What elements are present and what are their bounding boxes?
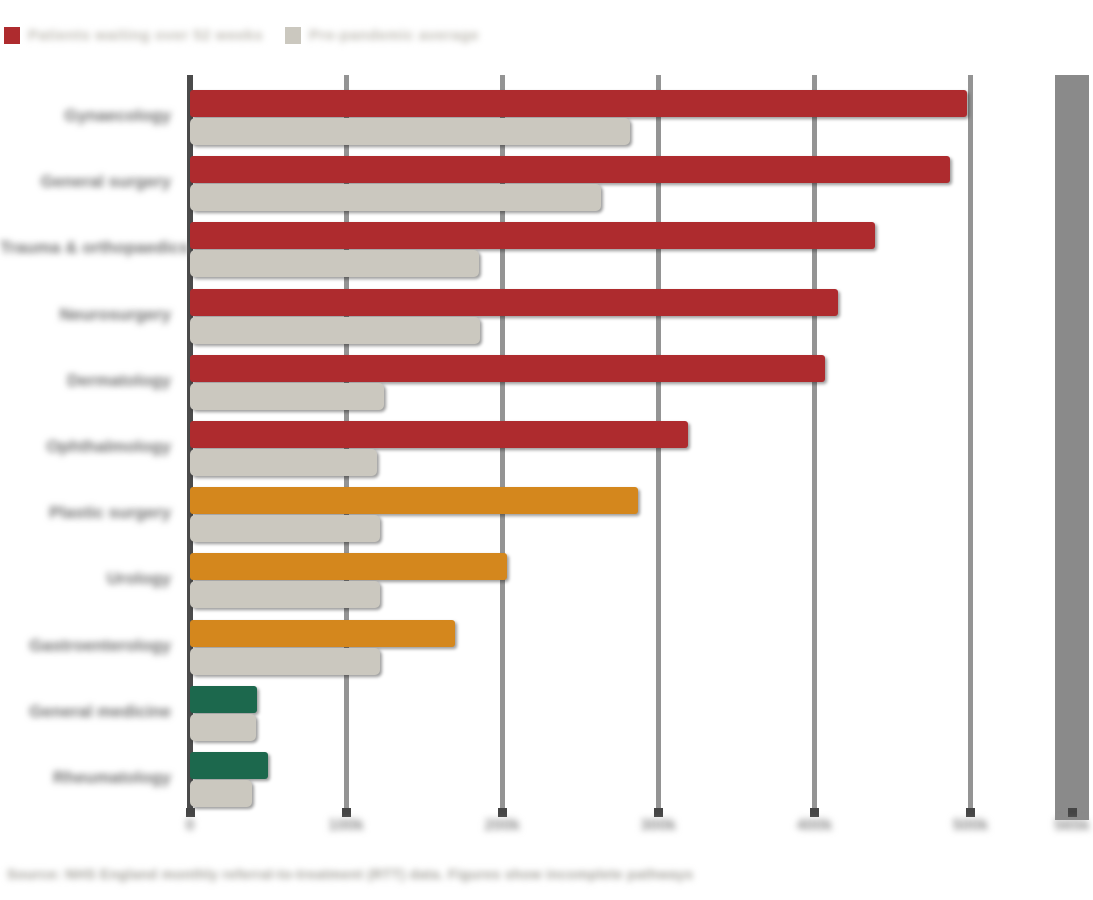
- legend-label-prepandemic: Pre-pandemic average: [309, 26, 480, 44]
- category-label: Ophthalmology: [46, 437, 171, 456]
- bar-current: [190, 487, 638, 514]
- tick-mark: [497, 808, 507, 817]
- category-label: Neurosurgery: [59, 305, 171, 324]
- bar-current: [190, 355, 825, 382]
- bar-prepandemic: [190, 581, 380, 608]
- bar-prepandemic: [190, 648, 380, 675]
- bar-current: [190, 222, 875, 249]
- category-label: Rheumatology: [52, 768, 171, 787]
- tick-label: 100k: [328, 817, 364, 834]
- category-label: Dermatology: [67, 371, 171, 390]
- category-label: Trauma & orthopaedics: [0, 238, 189, 257]
- source-footnote: Source: NHS England monthly referral-to-…: [7, 866, 694, 882]
- tick-mark: [185, 808, 195, 817]
- bar-prepandemic: [190, 118, 630, 145]
- tick-mark: [341, 808, 351, 817]
- bar-current: [190, 156, 950, 183]
- tick-mark: [809, 808, 819, 817]
- bar-current: [190, 620, 455, 647]
- category-label: Urology: [106, 569, 171, 588]
- tick-label: 500k: [952, 817, 989, 834]
- category-label: Plastic surgery: [49, 503, 171, 522]
- tick-mark: [966, 808, 976, 817]
- bar-prepandemic: [190, 317, 480, 344]
- bar-prepandemic: [190, 515, 380, 542]
- axis-reference-band: [1055, 75, 1089, 820]
- tick-label: 300k: [640, 817, 677, 834]
- tick-label: 565k: [1054, 817, 1090, 834]
- tick-label: 400k: [796, 817, 833, 834]
- legend-label-current: Patients waiting over 52 weeks: [28, 26, 264, 44]
- legend-swatch-red: [4, 26, 20, 44]
- category-label: General medicine: [29, 702, 171, 721]
- gridline: [811, 75, 817, 812]
- tick-label: 0: [185, 817, 195, 834]
- category-label: Gastroenterology: [29, 636, 171, 655]
- legend-swatch-gray: [285, 26, 301, 44]
- bar-current: [190, 421, 688, 448]
- bar-prepandemic: [190, 383, 384, 410]
- bar-prepandemic: [190, 780, 252, 807]
- tick-mark: [653, 808, 663, 817]
- bar-current: [190, 752, 268, 779]
- legend-item-prepandemic: Pre-pandemic average: [285, 24, 479, 46]
- bar-prepandemic: [190, 449, 377, 476]
- gridline: [968, 75, 974, 812]
- bar-current: [190, 90, 967, 117]
- legend-item-current: Patients waiting over 52 weeks: [4, 24, 263, 46]
- bar-current: [190, 553, 507, 580]
- category-label: Gynaecology: [64, 106, 171, 125]
- bar-prepandemic: [190, 184, 601, 211]
- bar-prepandemic: [190, 250, 479, 277]
- category-label: General surgery: [40, 172, 171, 191]
- tick-label: 200k: [484, 817, 520, 834]
- tick-mark: [1067, 808, 1077, 817]
- bar-prepandemic: [190, 714, 256, 741]
- bar-current: [190, 686, 257, 713]
- bar-current: [190, 289, 838, 316]
